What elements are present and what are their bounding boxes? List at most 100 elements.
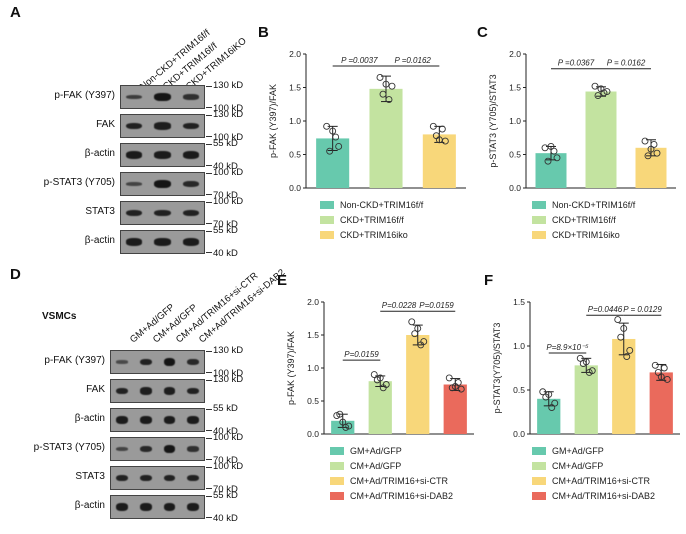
chart-b: 0.0 0.5 1.0 1.5 2.0 p-FAK (Y397)/FAK P =0.0037… — [268, 49, 466, 240]
kd-marker-bottom: 40 kD — [213, 513, 238, 524]
kd-marker-top: 100 kD — [213, 196, 244, 207]
blot-row-label: STAT3 — [85, 206, 115, 217]
kd-marker-bottom: 40 kD — [213, 426, 238, 437]
kd-marker-top: 130 kD — [213, 109, 244, 120]
data-point — [545, 390, 553, 398]
p-value-label: P =0.0367 — [558, 59, 595, 68]
kd-marker-bottom: 40 kD — [213, 248, 238, 259]
y-tick-label: 0.0 — [289, 183, 301, 193]
data-point — [376, 74, 384, 81]
protein-band — [116, 503, 128, 511]
kd-tick — [206, 194, 212, 195]
y-tick-label: 1.0 — [509, 116, 521, 126]
p-value-label: P = 0.0129 — [623, 305, 662, 314]
data-point — [644, 152, 652, 160]
kd-tick — [206, 173, 212, 174]
chart-c: 0.0 0.5 1.0 1.5 2.0 p-STAT3 (Y705)/STAT3 P =0.… — [488, 49, 676, 240]
protein-band — [163, 474, 176, 482]
data-point — [651, 361, 659, 369]
data-point — [379, 90, 387, 98]
y-tick-label: 1.5 — [509, 83, 521, 93]
protein-band — [116, 387, 128, 395]
y-tick-label: 0.5 — [513, 385, 525, 395]
kd-marker-bottom: 70 kD — [213, 190, 238, 201]
kd-marker-top: 100 kD — [213, 432, 244, 443]
protein-band — [182, 151, 199, 159]
kd-tick — [206, 231, 212, 232]
kd-tick — [206, 252, 212, 253]
data-point — [576, 354, 584, 362]
legend-swatch — [320, 231, 334, 239]
bar — [612, 338, 636, 434]
y-axis-label: p-STAT3(Y705)/STAT3 — [492, 323, 502, 414]
panel-letter-e: E — [277, 272, 288, 289]
kd-tick — [206, 459, 212, 460]
y-tick-label: 0.5 — [307, 396, 319, 406]
protein-band — [163, 387, 176, 395]
legend-label: CM+Ad/GFP — [552, 461, 603, 471]
legend-label: CM+Ad/TRIM16+si-DAB2 — [552, 491, 655, 501]
data-point — [376, 374, 384, 382]
kd-tick — [206, 496, 212, 497]
data-point — [382, 80, 390, 88]
p-value-label: P =0.0162 — [394, 56, 431, 65]
blot-row-label: p-STAT3 (Y705) — [33, 442, 105, 453]
protein-band — [182, 209, 199, 217]
data-point — [370, 371, 378, 379]
legend-label: CM+Ad/TRIM16+si-CTR — [552, 476, 651, 486]
protein-band — [154, 93, 171, 101]
legend-label: CKD+TRIM16iko — [552, 230, 620, 240]
data-point — [657, 373, 665, 381]
data-point — [582, 358, 590, 366]
protein-band — [187, 503, 199, 511]
protein-band — [139, 474, 152, 482]
p-value-label: P=0.0159 — [419, 301, 454, 310]
kd-marker-top: 55 kD — [213, 225, 238, 236]
protein-band — [126, 209, 143, 217]
protein-band — [154, 122, 171, 130]
data-point — [585, 368, 593, 376]
data-point — [553, 154, 561, 162]
kd-marker-bottom: 70 kD — [213, 484, 238, 495]
data-point — [539, 388, 547, 396]
blot-row-label: FAK — [86, 384, 105, 395]
bar — [574, 365, 598, 434]
kd-marker-bottom: 100 kD — [213, 368, 244, 379]
blot-row-label: STAT3 — [75, 471, 105, 482]
y-tick-label: 1.5 — [289, 83, 301, 93]
protein-band — [116, 360, 128, 364]
data-point — [323, 122, 331, 130]
data-point — [591, 82, 599, 90]
protein-band — [139, 358, 152, 366]
panel-letter-c: C — [477, 24, 488, 41]
protein-band — [154, 180, 171, 188]
kd-marker-bottom: 100 kD — [213, 132, 244, 143]
legend-label: CM+Ad/TRIM16+si-CTR — [350, 476, 449, 486]
kd-tick — [206, 372, 212, 373]
legend-swatch — [532, 231, 546, 239]
data-point — [457, 385, 465, 393]
legend-swatch — [330, 462, 344, 470]
legend-swatch — [320, 216, 334, 224]
kd-tick — [206, 517, 212, 518]
data-point — [429, 122, 437, 130]
protein-band — [187, 474, 199, 482]
data-point — [653, 149, 661, 157]
legend-label: Non-CKD+TRIM16f/f — [552, 200, 636, 210]
legend-label: CM+Ad/GFP — [350, 461, 401, 471]
data-point — [547, 143, 555, 150]
data-point — [417, 341, 425, 349]
data-point — [326, 147, 334, 155]
protein-band — [116, 447, 128, 451]
protein-band — [126, 182, 143, 186]
legend-label: CKD+TRIM16f/f — [552, 215, 616, 225]
data-point — [597, 85, 605, 93]
legend-label: GM+Ad/GFP — [350, 446, 402, 456]
p-value-label: P=8.9×10⁻⁵ — [546, 343, 589, 352]
kd-tick — [206, 380, 212, 381]
blot-row-label: p-STAT3 (Y705) — [43, 177, 115, 188]
data-point — [435, 136, 443, 144]
data-point — [647, 145, 655, 153]
blot-row-label: p-FAK (Y397) — [54, 90, 115, 101]
